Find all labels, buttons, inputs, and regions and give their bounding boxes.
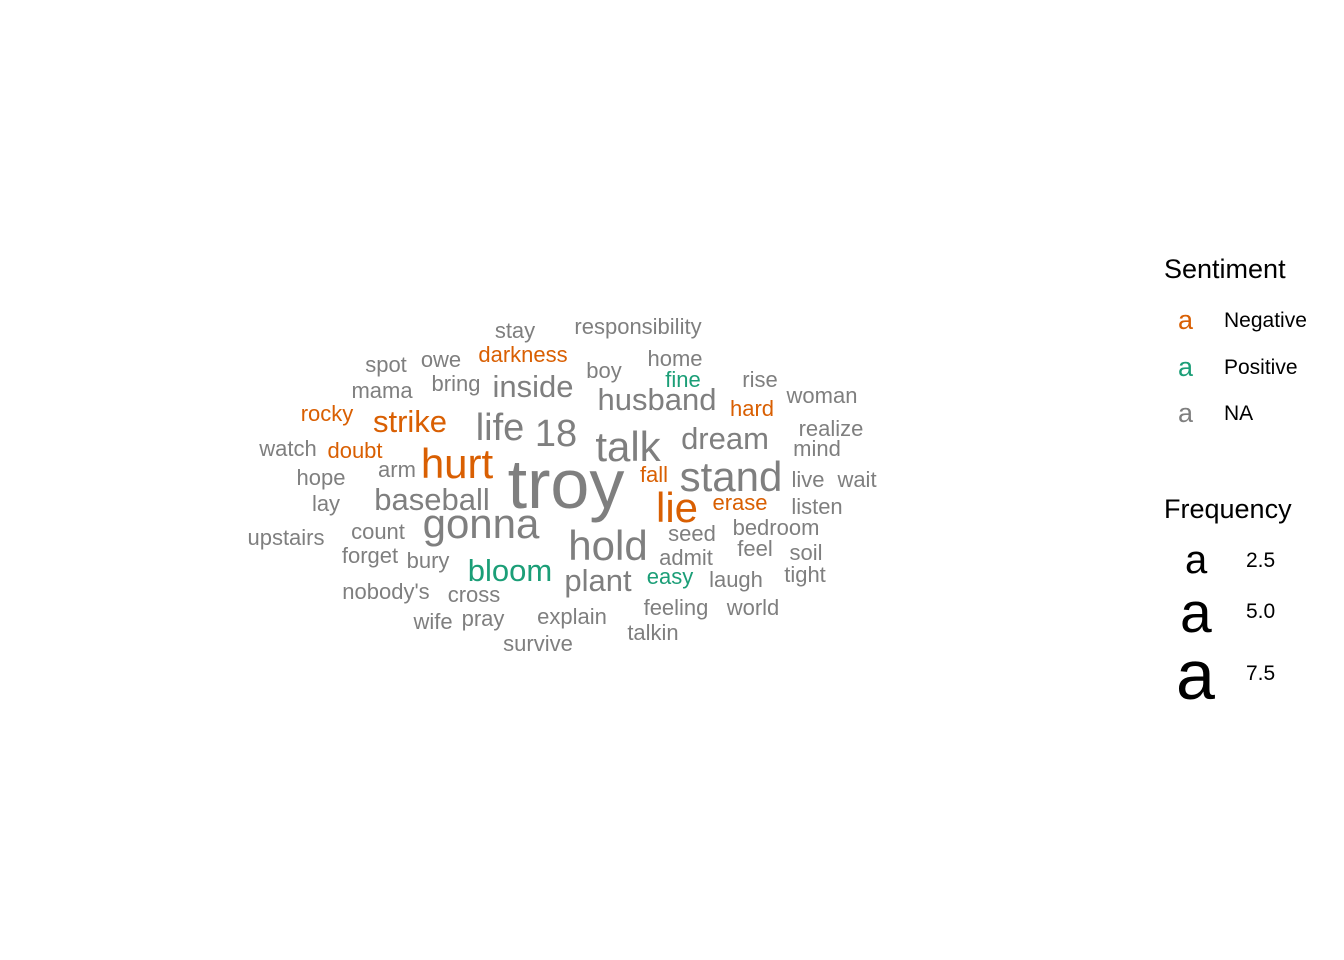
word-hold: hold (568, 522, 647, 569)
word-realize: realize (799, 416, 864, 441)
word-count: count (351, 519, 405, 544)
word-lie: lie (656, 484, 698, 531)
legend-key-na: a (1178, 398, 1194, 428)
word-seed: seed (668, 521, 716, 546)
word-wait: wait (836, 467, 876, 492)
word-feeling: feeling (644, 595, 709, 620)
legend-key-positive: a (1178, 352, 1194, 382)
word-troy: troy (508, 445, 625, 523)
word-laugh: laugh (709, 567, 763, 592)
word-soil: soil (789, 540, 822, 565)
legend-size-label-small: 2.5 (1246, 549, 1276, 572)
word-bloom: bloom (468, 553, 552, 588)
word-survive: survive (503, 631, 573, 656)
word-nobodys: nobody's (342, 579, 429, 604)
word-responsibility: responsibility (574, 314, 701, 339)
word-mama: mama (351, 378, 413, 403)
word-rocky: rocky (301, 401, 354, 426)
word-erase: erase (712, 490, 767, 515)
word-fine: fine (665, 367, 700, 392)
word-explain: explain (537, 604, 607, 629)
word-talk: talk (595, 423, 661, 470)
legend-size-label-large: 7.5 (1246, 662, 1276, 685)
word-feel: feel (737, 536, 772, 561)
legend-label-na: NA (1224, 402, 1254, 425)
word-stand: stand (680, 453, 783, 500)
word-plant: plant (564, 563, 632, 598)
word-listen: listen (791, 494, 842, 519)
legend-size-label-medium: 5.0 (1246, 600, 1276, 623)
word-life: life (476, 407, 525, 449)
word-forget: forget (342, 543, 398, 568)
word-bury: bury (407, 548, 450, 573)
word-bring: bring (432, 371, 481, 396)
word-gonna: gonna (423, 500, 540, 547)
word-18: 18 (535, 413, 577, 455)
word-owe: owe (421, 347, 461, 372)
word-talkin: talkin (627, 620, 678, 645)
word-hard: hard (730, 396, 774, 421)
legend-size-key-small: a (1185, 538, 1208, 582)
word-stay: stay (495, 318, 535, 343)
word-doubt: doubt (327, 438, 382, 463)
word-live: live (791, 467, 824, 492)
word-rise: rise (742, 367, 777, 392)
word-darkness: darkness (478, 342, 567, 367)
word-husband: husband (598, 382, 717, 417)
word-fall: fall (640, 462, 668, 487)
legend-title-sentiment: Sentiment (1164, 254, 1286, 284)
word-strike: strike (373, 404, 447, 439)
word-home: home (647, 346, 702, 371)
word-pray: pray (462, 606, 505, 631)
word-cross: cross (448, 582, 501, 607)
legend-size-key-medium: a (1180, 581, 1212, 645)
legend-title-frequency: Frequency (1164, 494, 1292, 524)
word-dream: dream (681, 421, 769, 456)
word-boy: boy (586, 358, 621, 383)
word-upstairs: upstairs (247, 525, 324, 550)
legend-key-negative: a (1178, 305, 1194, 335)
legend-label-positive: Positive (1224, 356, 1298, 379)
word-mind: mind (793, 436, 841, 461)
word-baseball: baseball (374, 482, 489, 517)
word-admit: admit (659, 545, 713, 570)
word-wife: wife (412, 609, 452, 634)
word-watch: watch (258, 436, 316, 461)
word-hope: hope (297, 465, 346, 490)
word-bedroom: bedroom (733, 515, 820, 540)
legend-label-negative: Negative (1224, 309, 1307, 332)
word-hurt: hurt (421, 440, 494, 487)
word-easy: easy (647, 564, 693, 589)
word-spot: spot (365, 352, 407, 377)
word-lay: lay (312, 491, 340, 516)
word-world: world (726, 595, 780, 620)
legend-size-key-large: a (1176, 636, 1215, 714)
word-woman: woman (786, 383, 858, 408)
word-inside: inside (493, 369, 574, 404)
word-arm: arm (378, 457, 416, 482)
word-tight: tight (784, 562, 826, 587)
